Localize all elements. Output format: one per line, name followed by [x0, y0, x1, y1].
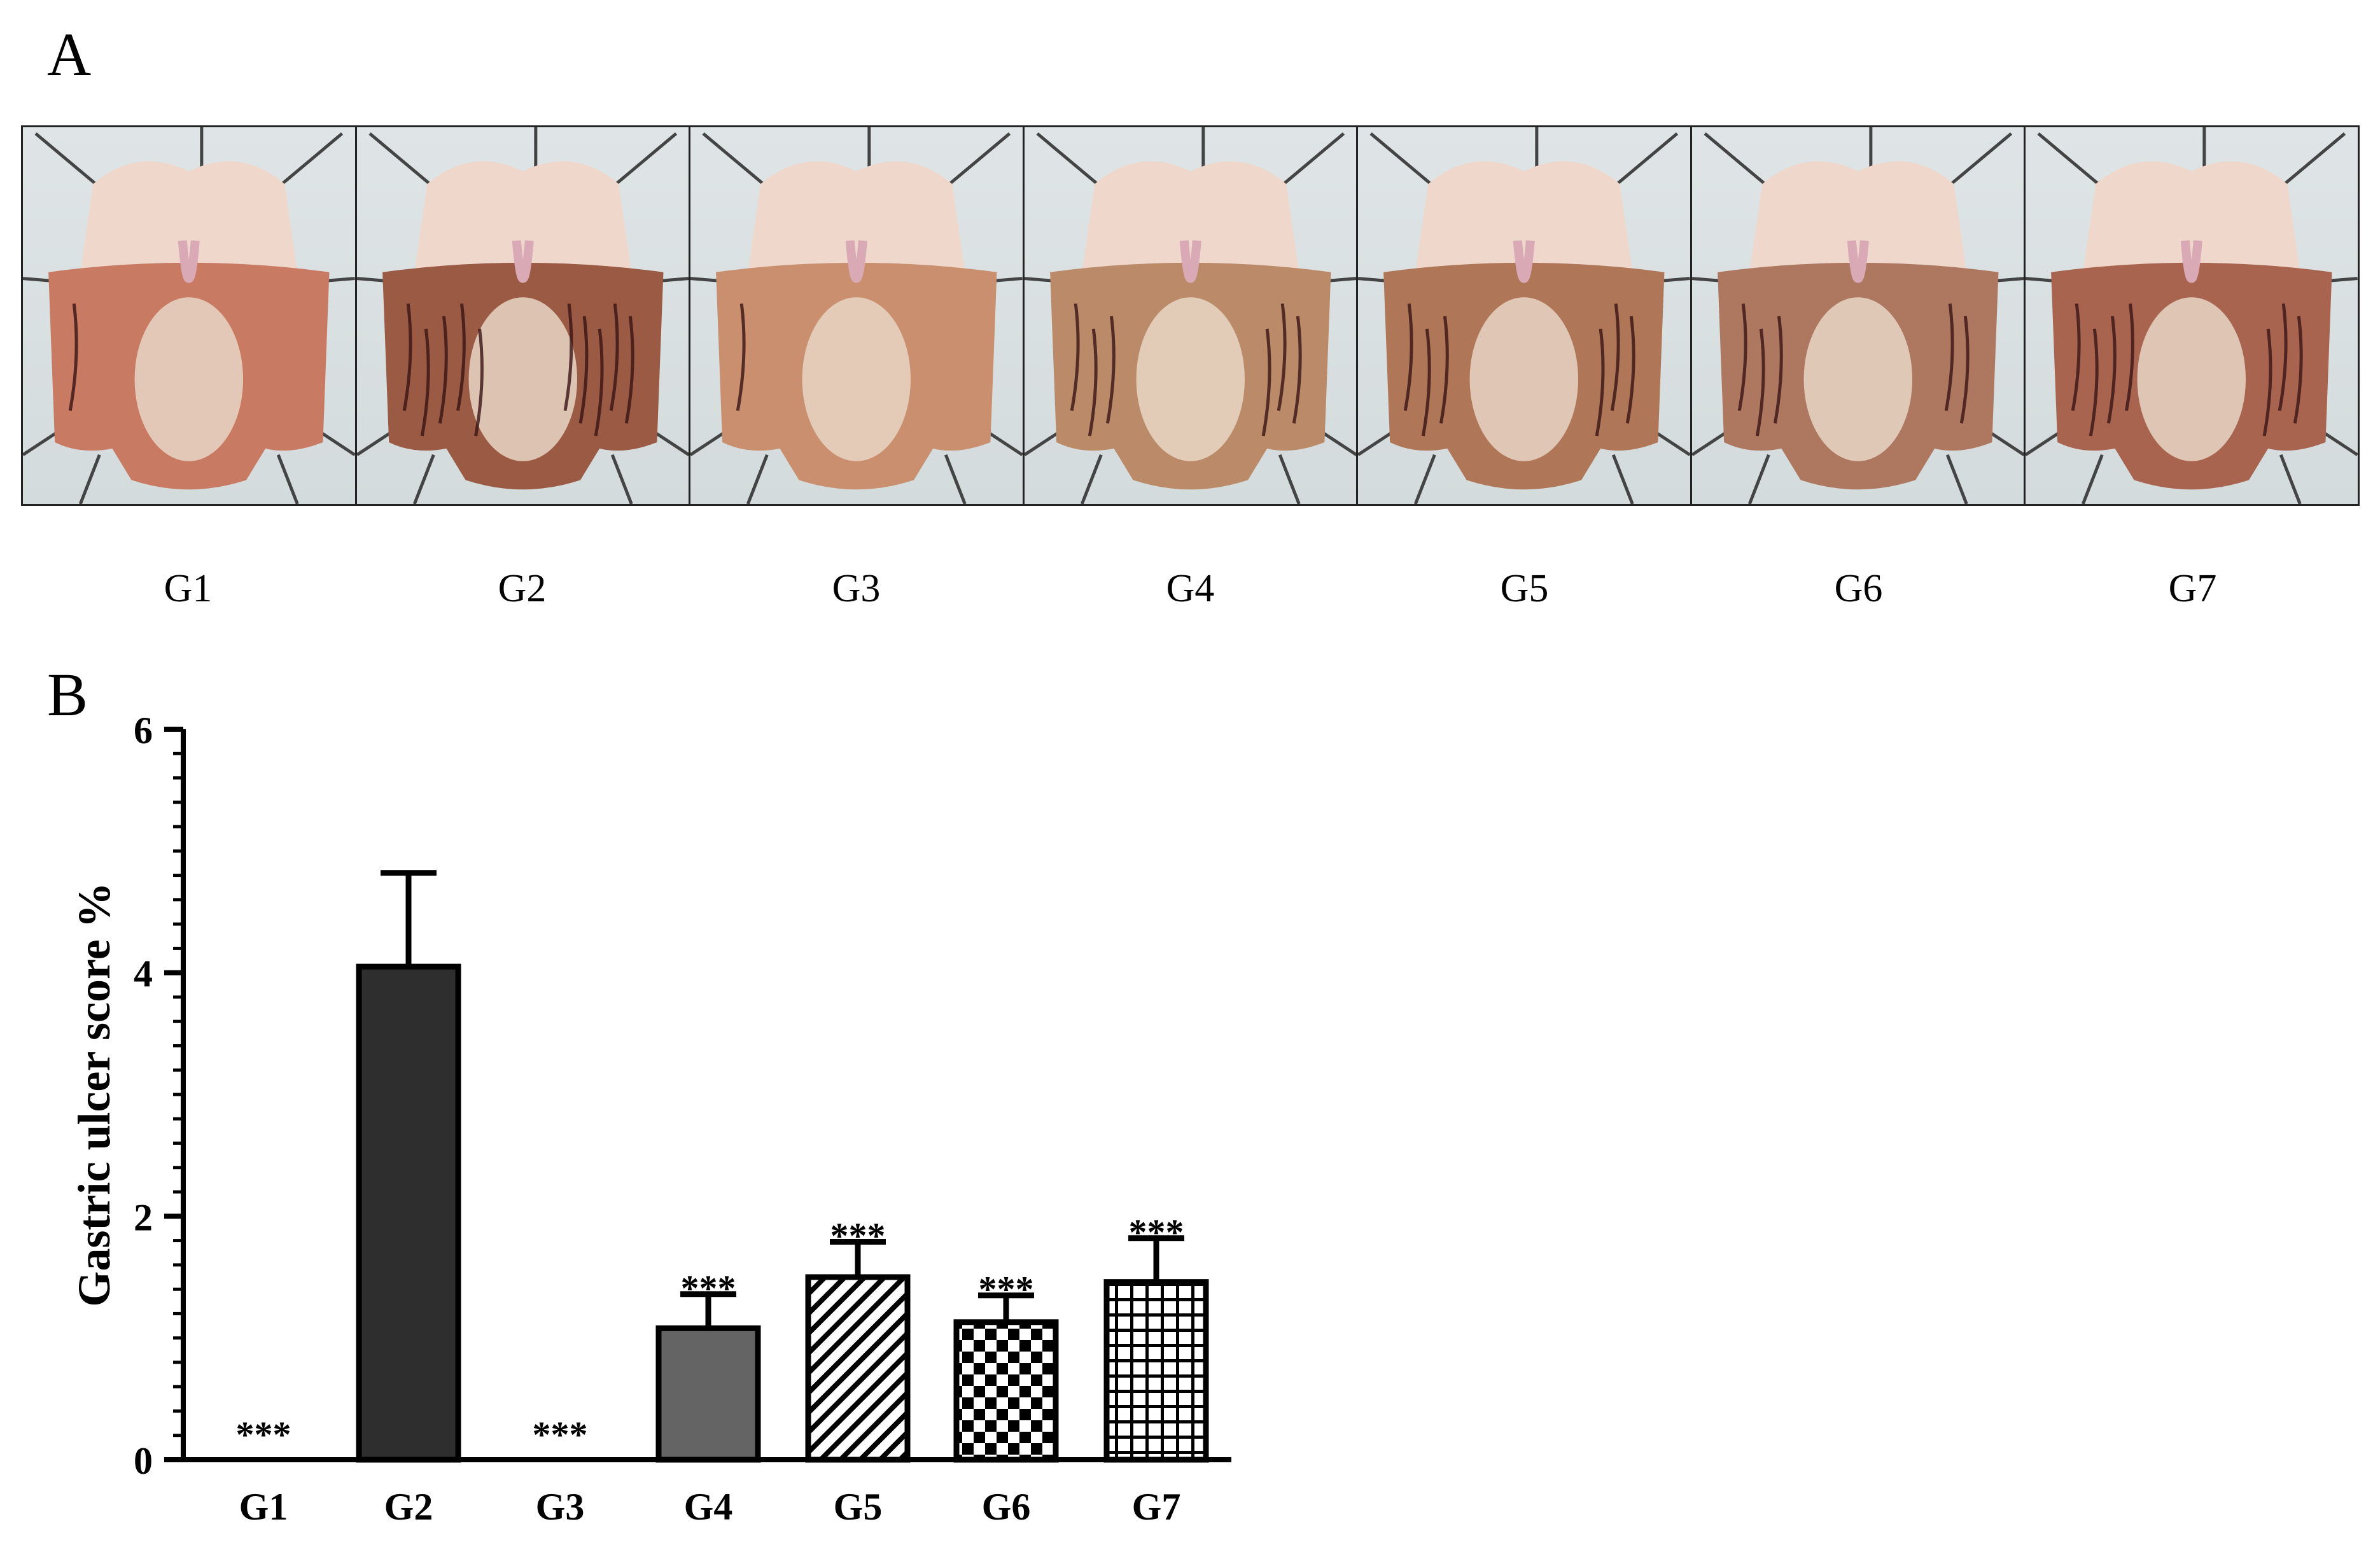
stomach-photo-g2 [356, 127, 691, 504]
stomach-illustration [1691, 127, 2024, 504]
x-tick-label-g4: G4 [684, 1486, 733, 1528]
bar-g2 [356, 963, 461, 1463]
x-tick-label-g7: G7 [1132, 1486, 1181, 1528]
significance-g5: *** [830, 1215, 886, 1257]
photo-label-g1: G1 [164, 567, 213, 610]
y-tick-label: 0 [134, 1440, 153, 1482]
photo-label-g4: G4 [1166, 567, 1215, 610]
photo-label-g7: G7 [2168, 567, 2217, 610]
significance-g4: *** [681, 1268, 736, 1309]
bar-g4 [655, 1325, 761, 1463]
x-tick-label-g6: G6 [982, 1486, 1031, 1528]
significance-g3: *** [533, 1414, 588, 1455]
x-tick-label-g2: G2 [384, 1486, 433, 1528]
stomach-illustration [356, 127, 689, 504]
stomach-illustration [2026, 127, 2358, 504]
significance-g6: *** [979, 1269, 1034, 1310]
panel-b-label: B [47, 661, 88, 729]
x-tick-label-g1: G1 [239, 1486, 288, 1528]
stomach-photo-strip [21, 125, 2360, 506]
stomach-illustration [690, 127, 1023, 504]
bar-g5 [805, 1274, 911, 1463]
y-axis-label: Gastric ulcer score % [69, 882, 120, 1306]
photo-label-g6: G6 [1834, 567, 1883, 610]
photo-group-labels: G1 G2 G3 G4 G5 G6 G7 [21, 563, 2360, 614]
x-tick-label-g5: G5 [834, 1486, 883, 1528]
y-tick-label: 4 [134, 953, 153, 995]
bar-g6 [953, 1319, 1059, 1463]
y-tick-label: 2 [134, 1196, 153, 1238]
photo-label-g3: G3 [832, 567, 881, 610]
stomach-photo-g7 [2026, 127, 2358, 504]
panel-a-label: A [47, 20, 92, 88]
y-tick-label: 6 [134, 710, 153, 752]
stomach-photo-g4 [1024, 127, 1359, 504]
stomach-photo-g1 [23, 127, 357, 504]
photo-label-g2: G2 [498, 567, 547, 610]
x-tick-label-g3: G3 [536, 1486, 585, 1528]
stomach-photo-g3 [690, 127, 1025, 504]
significance-g7: *** [1129, 1212, 1184, 1253]
photo-label-g5: G5 [1500, 567, 1549, 610]
stomach-illustration [23, 127, 355, 504]
stomach-illustration [1358, 127, 1690, 504]
stomach-photo-g5 [1358, 127, 1692, 504]
significance-g1: *** [236, 1414, 291, 1455]
stomach-illustration [1024, 127, 1357, 504]
bar-g7 [1103, 1279, 1209, 1463]
stomach-photo-g6 [1691, 127, 2026, 504]
